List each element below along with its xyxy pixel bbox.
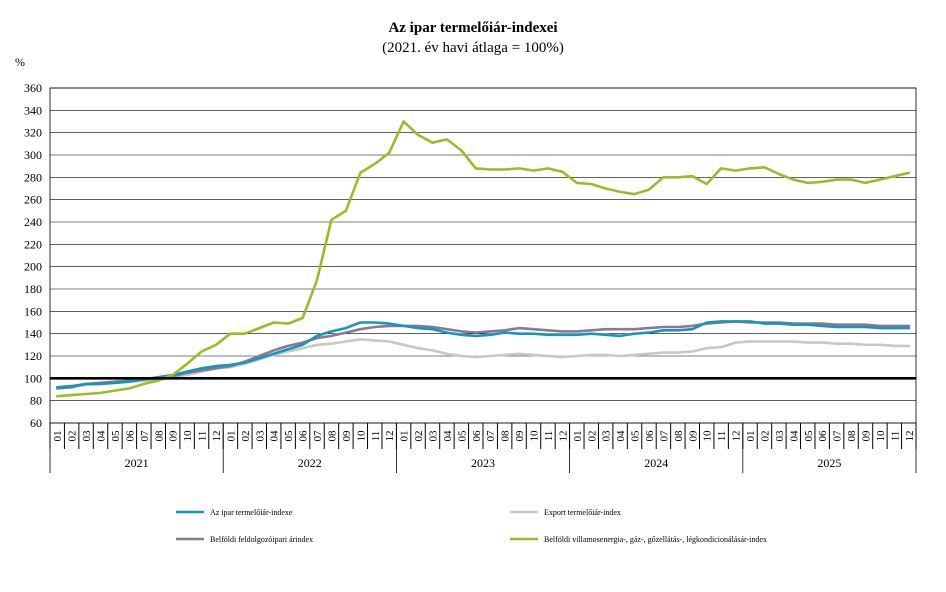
x-month-label: 01	[225, 431, 237, 442]
x-month-label: 06	[817, 430, 829, 442]
x-month-label: 10	[875, 430, 887, 442]
x-month-label: 02	[240, 431, 252, 442]
legend-label: Export termelőiár-index	[544, 508, 621, 517]
x-month-label: 06	[644, 430, 656, 442]
legend-label: Az ipar termelőiár-indexe	[210, 508, 293, 517]
x-month-label: 05	[110, 430, 122, 442]
x-month-label: 07	[312, 430, 324, 442]
y-tick-label: 340	[24, 103, 42, 117]
x-month-label: 12	[211, 431, 223, 442]
x-month-label: 07	[658, 430, 670, 442]
x-month-label: 05	[630, 430, 642, 442]
x-month-label: 07	[832, 430, 844, 442]
x-month-label: 09	[514, 430, 526, 442]
y-tick-label: 300	[24, 148, 42, 162]
y-tick-label: 200	[24, 260, 42, 274]
legend-label: Belföldi villamosenergia-, gáz-, gőzellá…	[544, 535, 767, 544]
x-month-label: 02	[413, 431, 425, 442]
x-month-label: 10	[529, 430, 541, 442]
x-month-label: 02	[67, 431, 79, 442]
y-tick-label: 120	[24, 349, 42, 363]
x-month-label: 06	[471, 430, 483, 442]
chart-title: Az ipar termelőiár-indexei	[388, 20, 558, 36]
x-year-label: 2023	[471, 456, 495, 470]
x-month-label: 09	[341, 430, 353, 442]
x-month-label: 09	[687, 430, 699, 442]
x-month-label: 03	[774, 430, 786, 442]
x-month-label: 03	[254, 430, 266, 442]
x-year-label: 2024	[644, 456, 668, 470]
legend-label: Belföldi feldolgozóipari árindex	[210, 535, 313, 544]
x-month-label: 06	[298, 430, 310, 442]
x-month-label: 12	[731, 431, 743, 442]
x-month-label: 05	[283, 430, 295, 442]
x-month-label: 01	[399, 431, 411, 442]
x-month-label: 04	[269, 430, 281, 442]
x-month-label: 12	[904, 431, 916, 442]
x-month-label: 11	[716, 431, 728, 442]
y-tick-label: 160	[24, 304, 42, 318]
x-month-label: 01	[52, 431, 64, 442]
x-month-label: 12	[557, 431, 569, 442]
y-axis-title: %	[15, 55, 25, 69]
y-tick-label: 280	[24, 170, 42, 184]
y-tick-label: 100	[24, 371, 42, 385]
x-month-label: 10	[182, 430, 194, 442]
y-tick-label: 220	[24, 237, 42, 251]
x-year-label: 2025	[817, 456, 841, 470]
y-tick-label: 360	[24, 81, 42, 95]
x-month-label: 08	[846, 430, 858, 442]
x-month-label: 04	[442, 430, 454, 442]
y-tick-label: 180	[24, 282, 42, 296]
chart-subtitle: (2021. év havi átlaga = 100%)	[382, 40, 564, 56]
x-month-label: 02	[586, 431, 598, 442]
x-month-label: 03	[427, 430, 439, 442]
x-month-label: 05	[456, 430, 468, 442]
series-line	[55, 320, 911, 389]
x-month-label: 08	[500, 430, 512, 442]
x-month-label: 08	[673, 430, 685, 442]
x-month-label: 12	[384, 431, 396, 442]
x-month-label: 01	[745, 431, 757, 442]
x-month-label: 08	[153, 430, 165, 442]
x-month-label: 04	[96, 430, 108, 442]
x-month-label: 07	[485, 430, 497, 442]
x-month-label: 09	[860, 430, 872, 442]
y-tick-label: 140	[24, 327, 42, 341]
x-month-label: 02	[759, 431, 771, 442]
y-tick-label: 320	[24, 126, 42, 140]
x-month-label: 03	[601, 430, 613, 442]
series-line	[55, 337, 911, 389]
y-tick-label: 80	[30, 394, 42, 408]
x-month-label: 11	[543, 431, 555, 442]
x-month-label: 04	[615, 430, 627, 442]
x-month-label: 08	[326, 430, 338, 442]
x-month-label: 11	[197, 431, 209, 442]
x-month-label: 10	[355, 430, 367, 442]
x-month-label: 05	[803, 430, 815, 442]
x-month-label: 11	[370, 431, 382, 442]
x-year-label: 2022	[298, 456, 322, 470]
x-month-label: 10	[702, 430, 714, 442]
x-month-label: 03	[81, 430, 93, 442]
x-month-label: 09	[168, 430, 180, 442]
series-line	[55, 120, 911, 398]
x-year-label: 2021	[125, 456, 149, 470]
x-month-label: 11	[889, 431, 901, 442]
x-month-label: 04	[788, 430, 800, 442]
y-tick-label: 60	[30, 416, 42, 430]
x-month-label: 07	[139, 430, 151, 442]
y-tick-label: 240	[24, 215, 42, 229]
x-month-label: 01	[572, 431, 584, 442]
y-tick-label: 260	[24, 193, 42, 207]
x-month-label: 06	[124, 430, 136, 442]
